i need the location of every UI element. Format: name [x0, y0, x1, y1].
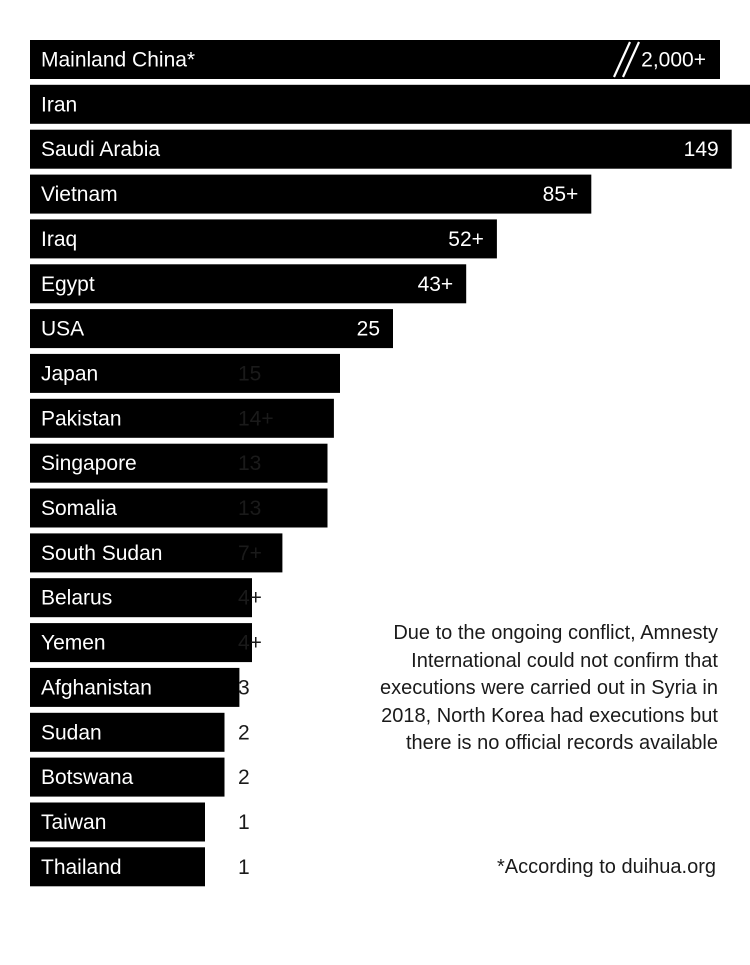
- bar: [30, 353, 340, 393]
- value-label: 43+: [418, 273, 454, 296]
- axis-break-mark: [612, 41, 632, 78]
- value-label: 1: [238, 856, 250, 879]
- category-label: Yemen: [41, 632, 106, 655]
- bar: [30, 488, 328, 528]
- bar: [30, 533, 283, 573]
- category-label: Vietnam: [41, 183, 118, 206]
- chart-note: Due to the ongoing conflict, Amnesty Int…: [380, 622, 718, 754]
- bar: [30, 847, 205, 887]
- category-label: Iran: [41, 93, 77, 116]
- bar: [30, 578, 252, 618]
- category-label: Thailand: [41, 856, 122, 879]
- value-label: 2,000+: [641, 49, 706, 72]
- value-label: 85+: [543, 183, 579, 206]
- bar: [30, 264, 467, 304]
- category-label: Japan: [41, 362, 98, 385]
- bar: [30, 309, 393, 349]
- bar: [30, 174, 592, 214]
- category-label: Afghanistan: [41, 676, 152, 699]
- category-label: Saudi Arabia: [41, 138, 160, 161]
- category-label: Belarus: [41, 587, 112, 610]
- value-label: 4+: [238, 587, 262, 610]
- chart-footnote: *According to duihua.org: [496, 856, 716, 878]
- category-label: Mainland China*: [41, 49, 195, 72]
- bar: [30, 802, 205, 842]
- value-label: 2: [238, 766, 250, 789]
- value-label: 7+: [238, 542, 262, 565]
- value-label: 149: [684, 138, 719, 161]
- value-label: 14+: [238, 407, 274, 430]
- value-label: 13: [238, 452, 261, 475]
- category-label: Taiwan: [41, 811, 106, 834]
- category-label: Singapore: [41, 452, 137, 475]
- bar: [30, 219, 497, 259]
- axis-break-mark: [621, 41, 641, 78]
- category-label: Sudan: [41, 721, 102, 744]
- value-label: 25: [357, 318, 380, 341]
- value-label: 52+: [448, 228, 484, 251]
- bar: [30, 667, 240, 707]
- category-label: Iraq: [41, 228, 77, 251]
- category-label: USA: [41, 318, 84, 341]
- category-label: Pakistan: [41, 407, 122, 430]
- category-label: Somalia: [41, 497, 117, 520]
- bar: [30, 443, 328, 483]
- value-label: 1: [238, 811, 250, 834]
- value-label: 2: [238, 721, 250, 744]
- category-label: Egypt: [41, 273, 95, 296]
- value-label: 4+: [238, 632, 262, 655]
- value-label: 13: [238, 497, 261, 520]
- bar: [30, 623, 252, 663]
- bar: [30, 84, 750, 124]
- bar: [30, 712, 225, 752]
- bar: [30, 129, 732, 169]
- bar: [30, 757, 225, 797]
- bar: [30, 398, 334, 438]
- value-label: 3: [238, 676, 250, 699]
- value-label: 15: [238, 362, 261, 385]
- bar: [30, 40, 720, 79]
- category-label: South Sudan: [41, 542, 162, 565]
- category-label: Botswana: [41, 766, 134, 789]
